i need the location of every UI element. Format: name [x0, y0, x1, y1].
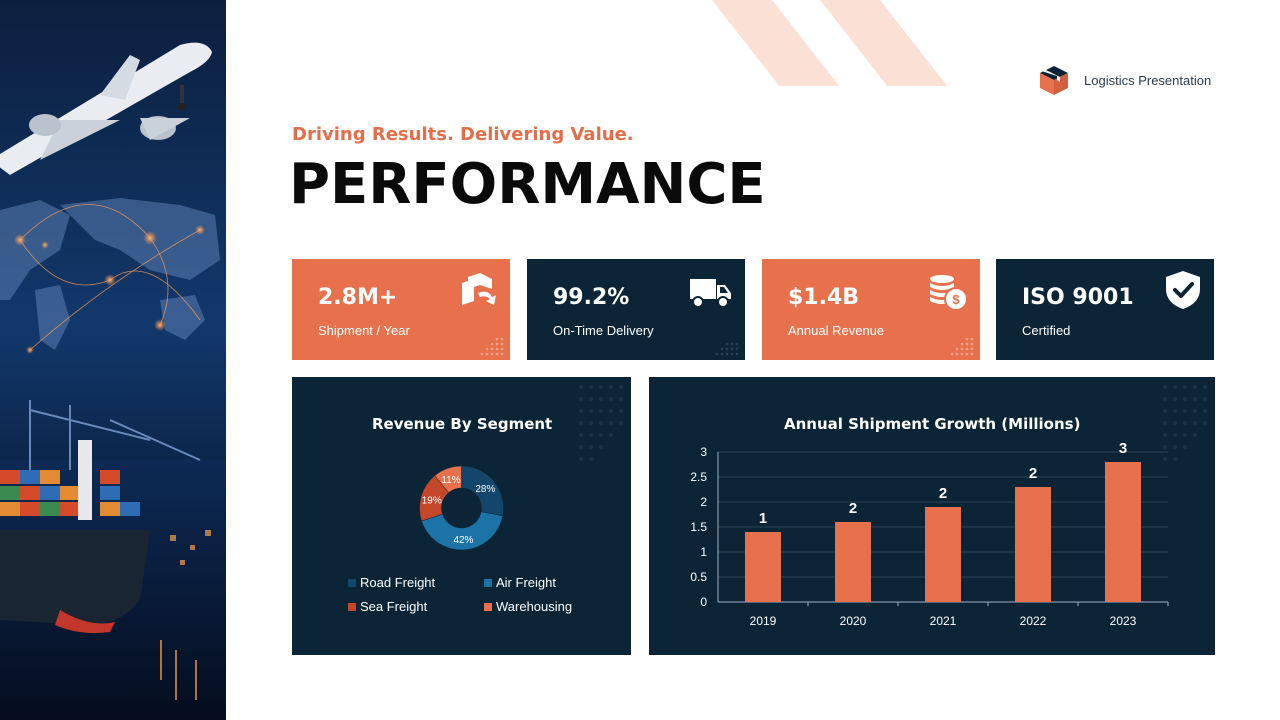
bar-data-label: 3 [1119, 440, 1127, 457]
y-tick-label: 3 [700, 445, 707, 459]
pie-slice [421, 511, 504, 551]
world-map [0, 198, 220, 350]
x-tick-label: 2019 [750, 614, 777, 628]
bar [1015, 487, 1051, 602]
decorative-stripe [712, 0, 840, 86]
kpi-card-certification: ISO 9001 Certified [996, 259, 1214, 360]
bar [745, 532, 781, 602]
kpi-label: Annual Revenue [788, 323, 885, 338]
svg-text:$: $ [952, 292, 960, 307]
kpi-label: Shipment / Year [318, 323, 410, 338]
decorative-stripe [820, 0, 948, 86]
bar-data-label: 2 [849, 500, 857, 517]
bar-data-label: 1 [759, 510, 767, 527]
x-tick-label: 2022 [1020, 614, 1047, 628]
container-ship [0, 440, 150, 634]
legend-swatch [484, 602, 492, 611]
y-tick-label: 2 [700, 495, 707, 509]
y-tick-label: 1.5 [690, 520, 707, 534]
pie-data-label: 42% [453, 535, 473, 546]
x-tick-label: 2020 [840, 614, 867, 628]
kpi-label: On-Time Delivery [553, 323, 654, 338]
y-tick-label: 1 [700, 545, 707, 559]
kpi-value: ISO 9001 [1022, 285, 1134, 310]
kpi-value: 99.2% [553, 285, 630, 310]
donut-chart: 28% 42% 19% 11% [419, 465, 504, 551]
legend-swatch [348, 578, 356, 587]
x-tick-label: 2021 [930, 614, 957, 628]
decorative-dots [579, 385, 623, 461]
decorative-dots [715, 342, 739, 356]
legend-item: Air Freight [484, 575, 594, 590]
legend-swatch [348, 602, 356, 611]
legend-swatch [484, 578, 492, 587]
coins-icon: $ [930, 275, 968, 311]
kpi-card-revenue: $1.4B Annual Revenue $ [762, 259, 980, 360]
kpi-card-delivery: 99.2% On-Time Delivery [527, 259, 745, 360]
legend-label: Sea Freight [360, 599, 428, 614]
y-tick-label: 2.5 [690, 470, 707, 484]
legend-item: Warehousing [484, 599, 594, 614]
brand: Logistics Presentation [1038, 64, 1211, 96]
bar [1105, 462, 1141, 602]
y-tick-label: 0 [700, 595, 707, 609]
shipment-icon [462, 273, 496, 305]
x-tick-label: 2023 [1110, 614, 1137, 628]
legend-item: Sea Freight [348, 599, 484, 614]
bar-chart: 0 0.5 1 1.5 2 2.5 3 1 2019 2 2020 2 2021 2 2022 3 2023 [690, 440, 1169, 628]
pie-chart-title: Revenue By Segment [372, 415, 553, 433]
legend-item: Road Freight [348, 575, 484, 590]
decorative-dots [480, 337, 504, 356]
bar [835, 522, 871, 602]
shield-check-icon [1166, 271, 1200, 309]
legend-label: Road Freight [360, 575, 436, 590]
pie-slice [434, 465, 462, 493]
y-tick-label: 0.5 [690, 570, 707, 584]
decorative-dots [1163, 385, 1207, 461]
hero-photo [0, 0, 226, 720]
legend-label: Warehousing [496, 599, 573, 614]
kpi-label: Certified [1022, 323, 1071, 338]
pie-legend: Road Freight Air Freight Sea Freight War… [348, 575, 588, 614]
shipment-growth-panel: Annual Shipment Growth (Millions) 0 0.5 1 1… [649, 377, 1215, 655]
pie-data-label: 28% [475, 484, 495, 495]
truck-icon [690, 279, 731, 308]
kpi-card-shipments: 2.8M+ Shipment / Year [292, 259, 510, 360]
bar-data-label: 2 [939, 485, 947, 502]
pie-data-label: 11% [441, 475, 460, 486]
legend-label: Air Freight [496, 575, 556, 590]
kpi-value: 2.8M+ [318, 285, 398, 310]
brand-label: Logistics Presentation [1084, 72, 1212, 88]
kpi-value: $1.4B [788, 285, 860, 310]
bar [925, 507, 961, 602]
bar-chart-title: Annual Shipment Growth (Millions) [784, 415, 1081, 433]
airplane-illustration [0, 42, 212, 175]
revenue-segment-panel: Revenue By Segment 28% 42% 19% 11% Road Fre… [292, 377, 631, 655]
page-subtitle: Driving Results. Delivering Value. [292, 124, 634, 145]
decorative-dots [950, 337, 974, 356]
pie-data-label: 19% [422, 495, 442, 506]
box-icon [1040, 66, 1068, 95]
page-title: PERFORMANCE [289, 152, 766, 217]
bar-data-label: 2 [1029, 465, 1037, 482]
